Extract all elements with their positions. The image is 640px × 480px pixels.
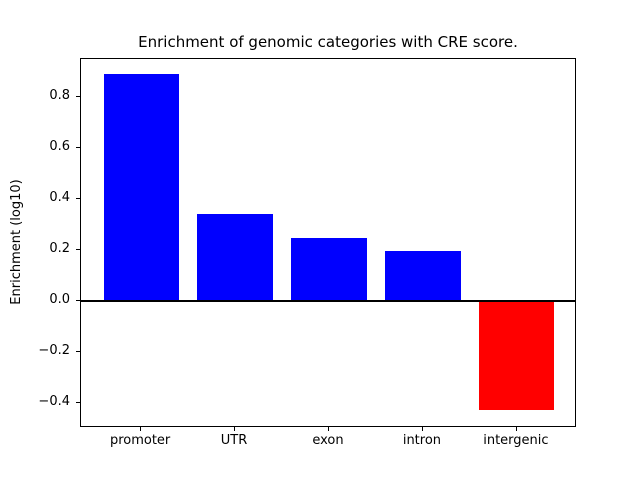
y-tick-mark [76,96,80,98]
y-tick-label: 0.8 [49,88,70,104]
y-tick-mark [76,147,80,149]
x-tick-mark [421,427,423,431]
bar-exon [291,238,367,301]
y-tick-mark [76,350,80,352]
x-tick-mark [140,427,142,431]
x-tick-label-UTR: UTR [220,433,248,448]
zero-baseline [81,299,575,302]
x-tick-label-exon: exon [312,433,344,448]
y-tick-label: 0.6 [49,139,70,155]
y-tick-label: −0.2 [38,342,70,358]
bar-promoter [103,74,179,301]
y-tick-label: 0.4 [49,189,70,205]
y-tick-label: 0.2 [49,240,70,256]
x-tick-label-intron: intron [402,433,442,448]
y-tick-label: −0.4 [38,393,70,409]
y-tick-mark [76,197,80,199]
bar-intron [385,250,461,301]
x-tick-mark [328,427,329,431]
plot-area [80,58,576,427]
x-tick-mark [234,427,236,431]
chart-title: Enrichment of genomic categories with CR… [138,33,518,51]
x-tick-label-promoter: promoter [109,433,171,448]
y-tick-mark [76,299,80,301]
x-tick-mark [515,427,517,431]
y-axis-label: Enrichment (log10) [9,179,24,305]
bar-intergenic [479,300,555,411]
x-tick-label-intergenic: intergenic [483,433,549,448]
bar-UTR [197,214,273,301]
y-tick-mark [76,248,80,250]
y-tick-label: 0.0 [49,291,70,307]
y-tick-mark [76,401,80,403]
